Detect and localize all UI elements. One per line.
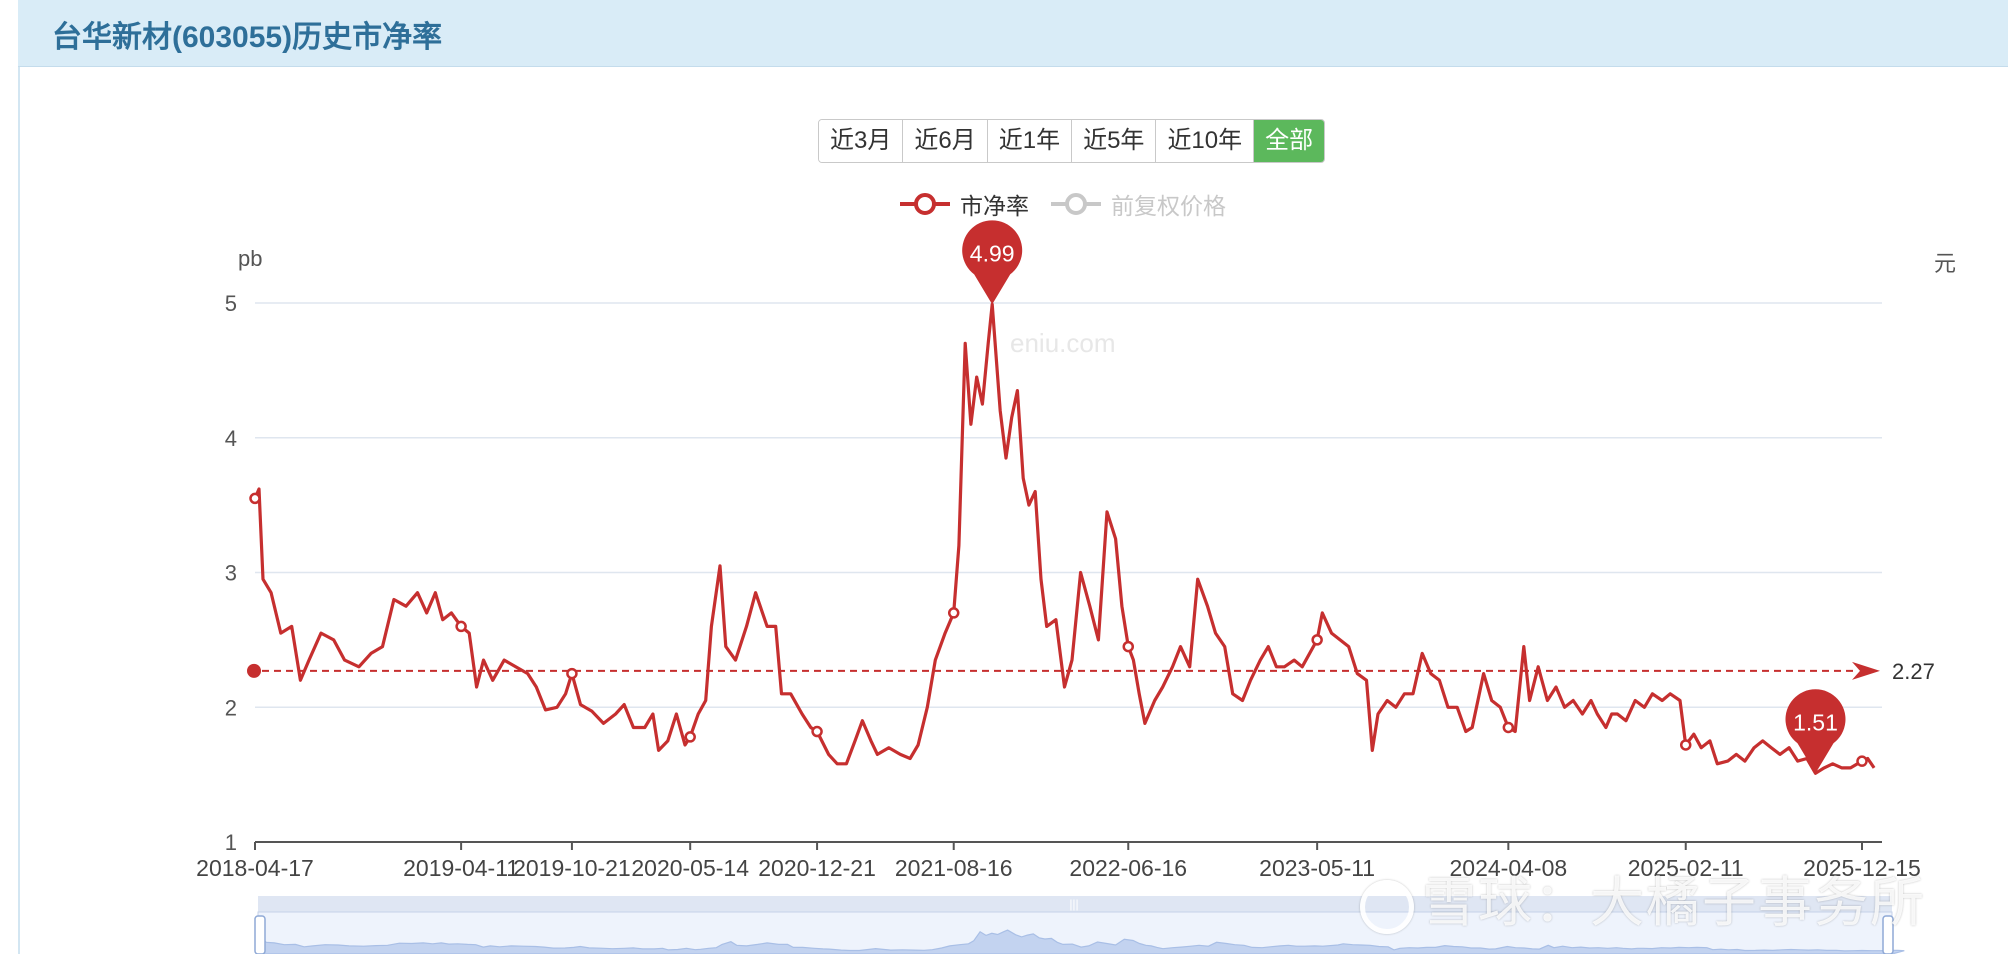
y-tick-label: 3 [225, 561, 237, 586]
series-point-marker [947, 607, 960, 619]
x-tick-label: 2025-12-15 [1803, 855, 1921, 881]
range-button-3m[interactable]: 近3月 [819, 120, 904, 162]
y-tick-label: 4 [225, 426, 237, 451]
range-button-5y[interactable]: 近5年 [1072, 120, 1157, 162]
x-tick-label: 2024-04-08 [1450, 855, 1568, 881]
mark-line-label: 2.27 [1892, 659, 1935, 684]
series-point-marker [684, 731, 696, 743]
x-tick-label: 2023-05-11 [1259, 855, 1375, 881]
min-pin-label: 1.51 [1793, 709, 1838, 735]
series-point-marker [455, 620, 467, 633]
x-tick-label: 2021-08-16 [895, 855, 1013, 881]
time-range-selector: 近3月 近6月 近1年 近5年 近10年 全部 [818, 119, 1326, 163]
legend-label-pb: 市净率 [960, 193, 1029, 219]
zoom-handle-left [254, 915, 266, 954]
x-tick-label: 2018-04-17 [196, 855, 314, 881]
legend-label-price: 前复权价格 [1111, 193, 1226, 219]
series-point-marker [1679, 739, 1692, 751]
x-tick-label: 2020-05-14 [631, 855, 749, 881]
mark-line-start-dot [247, 663, 261, 678]
series-point-marker [1311, 634, 1323, 646]
right-axis-unit: 元 [1934, 251, 1957, 276]
x-tick-label: 2020-12-21 [758, 855, 876, 881]
xueqiu-watermark: 雪球：大橘子事务所 [1360, 858, 1926, 937]
range-button-all[interactable]: 全部 [1254, 120, 1325, 162]
site-watermark: eniu.com [1010, 328, 1116, 358]
pb-series-line [253, 302, 1876, 775]
max-pin-icon [962, 220, 1023, 305]
zoom-handle-right [1882, 915, 1894, 954]
x-tick-label: 2019-04-11 [403, 855, 519, 881]
left-border [18, 66, 20, 954]
series-point-marker [1122, 640, 1135, 653]
page-title: 台华新材(603055)历史市净率 [52, 21, 443, 54]
chart-legend: 市净率 前复权价格 [900, 186, 1248, 222]
xueqiu-logo-icon [1360, 879, 1414, 934]
max-pin-label: 4.99 [970, 240, 1015, 266]
range-button-10y[interactable]: 近10年 [1156, 120, 1255, 162]
legend-item-price[interactable]: 前复权价格 [1051, 187, 1226, 221]
zoom-preview-area [257, 929, 1905, 954]
series-point-marker [811, 725, 823, 738]
series-point-marker [566, 667, 578, 680]
mark-line-arrow-icon [1852, 661, 1880, 680]
y-tick-label: 1 [225, 830, 237, 855]
range-button-6m[interactable]: 近6月 [903, 120, 988, 162]
min-pin-icon [1785, 689, 1846, 774]
legend-line-circle-icon [900, 193, 950, 215]
x-tick-label: 2025-02-11 [1628, 855, 1744, 881]
series-point-marker [1856, 755, 1868, 767]
series-point-marker [1502, 721, 1515, 734]
left-axis-unit: pb [238, 246, 263, 271]
zoom-grip-icon: ||| [1069, 897, 1078, 911]
legend-item-pb[interactable]: 市净率 [900, 187, 1029, 221]
legend-line-circle-icon [1051, 193, 1101, 215]
watermark-text: 雪球：大橘子事务所 [1422, 873, 1926, 933]
y-tick-label: 2 [225, 695, 237, 720]
range-button-1y[interactable]: 近1年 [987, 120, 1073, 162]
series-point-marker [249, 492, 261, 505]
page-header: 台华新材(603055)历史市净率 [18, 0, 2008, 67]
zoom-slider-top [258, 896, 1892, 912]
x-tick-label: 2019-10-21 [513, 855, 631, 881]
x-tick-label: 2022-06-16 [1069, 855, 1187, 881]
y-tick-label: 5 [225, 291, 237, 316]
